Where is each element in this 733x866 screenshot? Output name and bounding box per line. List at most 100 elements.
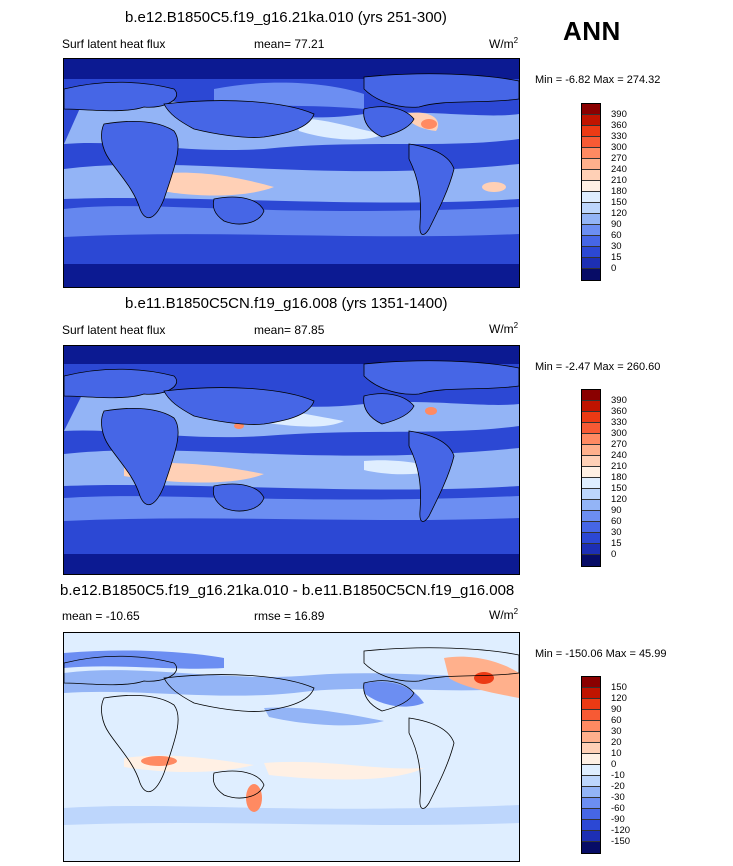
colorbar-label: 360 (611, 406, 627, 417)
colorbar-swatch (582, 434, 600, 445)
colorbar-label: 330 (611, 131, 627, 142)
colorbar-label: 210 (611, 461, 627, 472)
colorbar-swatch (582, 126, 600, 137)
colorbar-label: 240 (611, 164, 627, 175)
colorbar-label: 30 (611, 241, 622, 252)
colorbar-swatch (582, 699, 600, 710)
colorbar-swatch (582, 842, 600, 853)
colorbar-label: 120 (611, 494, 627, 505)
panel2-title: b.e11.B1850C5CN.f19_g16.008 (yrs 1351-14… (125, 295, 448, 312)
colorbar-label: 270 (611, 153, 627, 164)
colorbar-label: 90 (611, 704, 622, 715)
colorbar-swatch (582, 489, 600, 500)
colorbar-label: 120 (611, 693, 627, 704)
colorbar-label: 150 (611, 682, 627, 693)
colorbar-swatch (582, 192, 600, 203)
colorbar-swatch (582, 137, 600, 148)
colorbar-swatch (582, 555, 600, 566)
colorbar-label: 150 (611, 483, 627, 494)
colorbar-label: 180 (611, 186, 627, 197)
colorbar-swatch (582, 721, 600, 732)
colorbar-swatch (582, 203, 600, 214)
colorbar-swatch (582, 170, 600, 181)
colorbar-swatch (582, 467, 600, 478)
colorbar-label: 60 (611, 715, 622, 726)
colorbar-label: 180 (611, 472, 627, 483)
colorbar-swatch (582, 214, 600, 225)
colorbar-swatch (582, 478, 600, 489)
colorbar-swatch (582, 776, 600, 787)
colorbar-label: 210 (611, 175, 627, 186)
colorbar-label: 0 (611, 759, 617, 770)
panel3-minmax: Min = -150.06 Max = 45.99 (535, 648, 667, 660)
panel3-rmse: rmse = 16.89 (254, 609, 325, 623)
colorbar-swatch (582, 533, 600, 544)
colorbar-swatch (582, 500, 600, 511)
colorbar-swatch (582, 522, 600, 533)
colorbar-label: -60 (611, 803, 625, 814)
colorbar-swatch (582, 743, 600, 754)
colorbar-swatch (582, 401, 600, 412)
colorbar-swatch (582, 511, 600, 522)
colorbar-label: 60 (611, 516, 622, 527)
colorbar-label: -30 (611, 792, 625, 803)
colorbar-swatch (582, 710, 600, 721)
panel1-map (63, 58, 520, 288)
colorbar-label: 270 (611, 439, 627, 450)
panel2-colorbar (581, 389, 601, 567)
colorbar-swatch (582, 820, 600, 831)
panel3-mean: mean = -10.65 (62, 609, 140, 623)
colorbar-label: 90 (611, 505, 622, 516)
colorbar-swatch (582, 159, 600, 170)
colorbar-swatch (582, 688, 600, 699)
colorbar-swatch (582, 798, 600, 809)
colorbar-label: 15 (611, 538, 622, 549)
colorbar-swatch (582, 247, 600, 258)
colorbar-swatch (582, 236, 600, 247)
colorbar-label: -150 (611, 836, 631, 847)
panel1-colorbar (581, 103, 601, 281)
colorbar-swatch (582, 809, 600, 820)
colorbar-swatch (582, 181, 600, 192)
panel1-title: b.e12.B1850C5.f19_g16.21ka.010 (yrs 251-… (125, 9, 447, 26)
panel3-map (63, 632, 520, 862)
colorbar-label: -90 (611, 814, 625, 825)
colorbar-label: 240 (611, 450, 627, 461)
colorbar-swatch (582, 258, 600, 269)
colorbar-swatch (582, 412, 600, 423)
colorbar-label: 0 (611, 549, 617, 560)
colorbar-label: 10 (611, 748, 622, 759)
colorbar-label: 150 (611, 197, 627, 208)
colorbar-swatch (582, 445, 600, 456)
panel3-title: b.e12.B1850C5.f19_g16.21ka.010 - b.e11.B… (60, 582, 515, 599)
colorbar-label: 300 (611, 428, 627, 439)
colorbar-label: 90 (611, 219, 622, 230)
colorbar-label: 360 (611, 120, 627, 131)
colorbar-swatch (582, 104, 600, 115)
colorbar-swatch (582, 423, 600, 434)
panel1-variable: Surf latent heat flux (62, 37, 166, 51)
panel1-minmax: Min = -6.82 Max = 274.32 (535, 74, 661, 86)
colorbar-label: 390 (611, 395, 627, 406)
colorbar-swatch (582, 148, 600, 159)
panel2-variable: Surf latent heat flux (62, 323, 166, 337)
colorbar-swatch (582, 765, 600, 776)
colorbar-swatch (582, 677, 600, 688)
colorbar-label: 0 (611, 263, 617, 274)
colorbar-swatch (582, 456, 600, 467)
colorbar-label: 330 (611, 417, 627, 428)
colorbar-swatch (582, 831, 600, 842)
colorbar-label: -20 (611, 781, 625, 792)
colorbar-label: 120 (611, 208, 627, 219)
panel2-map (63, 345, 520, 575)
panel3-colorbar (581, 676, 601, 854)
colorbar-label: 30 (611, 527, 622, 538)
colorbar-label: 390 (611, 109, 627, 120)
colorbar-swatch (582, 115, 600, 126)
colorbar-swatch (582, 732, 600, 743)
panel3-units: W/m2 (489, 607, 519, 622)
panel2-units: W/m2 (489, 321, 519, 336)
colorbar-label: 60 (611, 230, 622, 241)
colorbar-label: 15 (611, 252, 622, 263)
season-label: ANN (563, 16, 621, 46)
